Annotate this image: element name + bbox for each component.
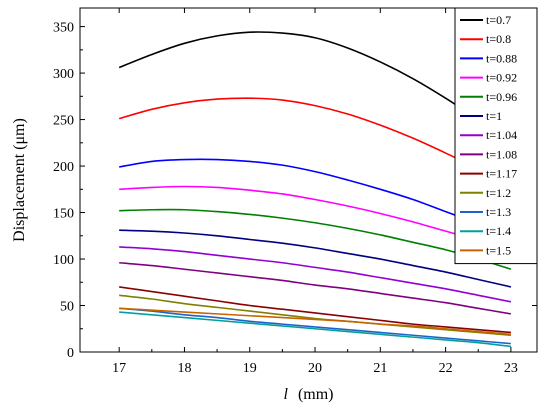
y-tick-label: 300 — [53, 67, 74, 82]
tick-labels: 17 18 19 20 21 22 23 0 50 100 150 200 250 300 350 — [53, 21, 518, 376]
y-tick-label: 200 — [53, 160, 74, 175]
series-line-t-1-08 — [119, 261, 512, 315]
x-axis-unit: (mm) — [298, 386, 334, 403]
legend-label: t=0.92 — [486, 71, 517, 85]
legend-label: t=1.08 — [486, 147, 517, 161]
y-tick-label: 50 — [60, 300, 74, 315]
y-tick-label: 0 — [67, 346, 74, 361]
series-line-t-1-4 — [119, 311, 511, 348]
legend-label: t=1.5 — [486, 243, 511, 257]
x-tick-label: 22 — [439, 361, 453, 376]
series-line-t-1-04 — [119, 246, 512, 303]
legend-label: t=0.8 — [486, 32, 511, 46]
series-line-t-1-5 — [119, 307, 511, 336]
series-line-t-1 — [119, 229, 512, 288]
y-tick-label: 250 — [53, 114, 74, 129]
x-tick-label: 20 — [308, 361, 322, 376]
legend-label: t=1 — [486, 109, 502, 123]
legend-label: t=1.17 — [486, 167, 517, 181]
series-line-t-0-92 — [119, 185, 512, 252]
y-tick-label: 350 — [53, 21, 74, 36]
series-line-t-0-7 — [118, 31, 512, 143]
x-axis-label: l (mm) — [284, 386, 334, 403]
legend-label: t=1.4 — [486, 224, 511, 238]
x-tick-label: 17 — [112, 361, 126, 376]
y-tick-label: 100 — [53, 253, 74, 268]
legend: t=0.7 t=0.8 t=0.88 t=0.92 t=0.96 t=1 t=1.04 t=1… — [454, 7, 538, 265]
x-tick-label: 18 — [177, 361, 191, 376]
series-line-t-1-2 — [119, 294, 511, 337]
series-line-t-1-3 — [119, 307, 511, 345]
y-axis-label: Displacement (μm) — [11, 118, 28, 242]
x-tick-label: 21 — [373, 361, 387, 376]
series-line-t-0-8 — [118, 97, 512, 188]
x-tick-label: 23 — [504, 361, 518, 376]
y-tick-label: 150 — [53, 207, 74, 222]
legend-label: t=1.2 — [486, 186, 511, 200]
legend-label: t=1.3 — [486, 205, 511, 219]
series-line-t-0-96 — [119, 208, 512, 271]
x-axis-variable: l — [284, 386, 289, 403]
legend-label: t=1.04 — [486, 128, 517, 142]
series-line-t-1-17 — [119, 286, 511, 334]
legend-label: t=0.96 — [486, 90, 517, 104]
legend-label: t=0.88 — [486, 51, 517, 65]
legend-label: t=0.7 — [486, 13, 511, 27]
x-tick-label: 19 — [243, 361, 257, 376]
series-line-t-0-88 — [119, 158, 512, 238]
series-lines — [118, 31, 512, 348]
